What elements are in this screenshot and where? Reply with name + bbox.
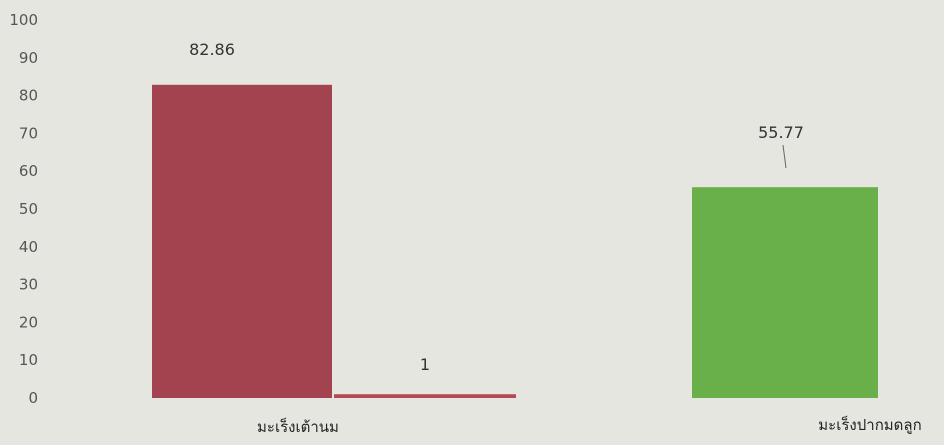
y-tick-label: 100 [9,11,38,29]
category-labels: มะเร็งเต้านม มะเร็งปากมดลูก [257,415,922,436]
y-tick-label: 20 [19,313,38,331]
y-tick-label: 80 [19,87,38,105]
data-labels: 82.86 1 55.77 [189,40,804,374]
label-leader-line [782,144,787,169]
bar [692,187,878,398]
y-tick-label: 0 [28,389,38,407]
y-axis-ticks: 0 10 20 30 40 50 60 70 80 90 100 [9,11,38,407]
data-label: 82.86 [189,40,235,59]
y-tick-label: 60 [19,162,38,180]
y-tick-label: 30 [19,276,38,294]
data-label: 55.77 [758,123,804,142]
y-tick-label: 70 [19,124,38,142]
data-label: 1 [420,355,430,374]
bar [334,394,516,398]
bar [152,84,332,399]
y-tick-label: 10 [19,351,38,369]
category-label: มะเร็งปากมดลูก [818,415,921,434]
y-tick-label: 90 [19,49,38,67]
y-tick-label: 40 [19,238,38,256]
bars [152,84,878,399]
y-tick-label: 50 [19,200,38,218]
category-label: มะเร็งเต้านม [257,417,339,436]
